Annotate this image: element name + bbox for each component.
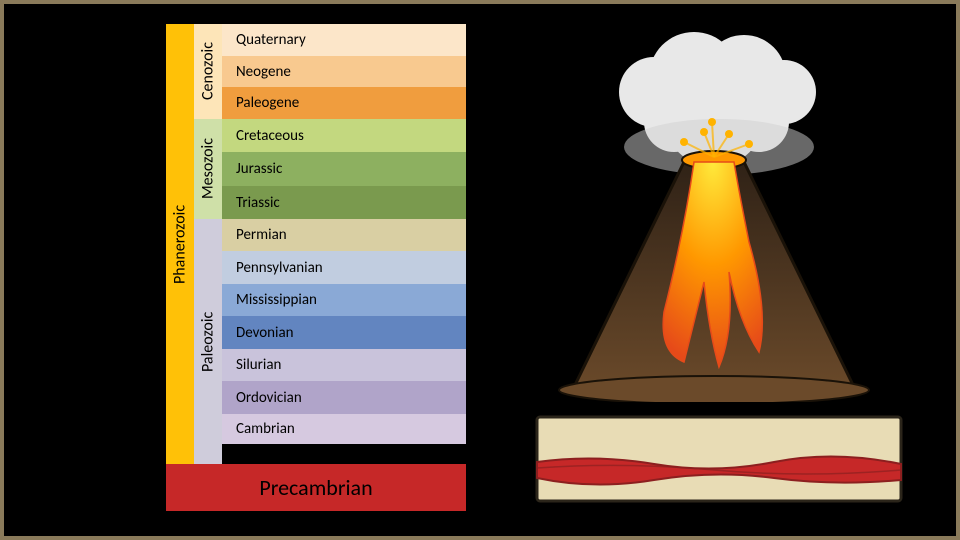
geological-timescale: Phanerozoic Cenozoic Mesozoic Paleozoic Qu…	[166, 24, 466, 511]
period-label: Cretaceous	[236, 127, 304, 145]
period-silurian: Silurian	[222, 349, 466, 381]
period-permian: Permian	[222, 219, 466, 251]
eon-phanerozoic: Phanerozoic	[166, 24, 194, 464]
period-column: Quaternary Neogene Paleogene Cretaceous Jura…	[222, 24, 466, 511]
period-paleogene: Paleogene	[222, 87, 466, 119]
volcano-illustration	[534, 22, 894, 402]
era-label: Cenozoic	[199, 43, 218, 101]
period-label: Ordovician	[236, 389, 302, 407]
period-label: Pennsylvanian	[236, 259, 323, 277]
period-label: Cambrian	[236, 420, 295, 438]
period-mississippian: Mississippian	[222, 284, 466, 316]
period-label: Permian	[236, 226, 287, 244]
eon-label: Phanerozoic	[171, 204, 190, 283]
precambrian-row: Precambrian	[166, 464, 466, 511]
era-label: Mesozoic	[199, 139, 218, 200]
strata-illustration	[534, 414, 904, 504]
period-label: Quaternary	[236, 31, 306, 49]
period-jurassic: Jurassic	[222, 152, 466, 186]
period-devonian: Devonian	[222, 316, 466, 349]
era-mesozoic: Mesozoic	[194, 119, 222, 219]
period-label: Jurassic	[236, 160, 282, 178]
era-label: Paleozoic	[199, 311, 218, 371]
period-label: Triassic	[236, 194, 280, 212]
period-label: Mississippian	[236, 291, 317, 309]
era-column: Cenozoic Mesozoic Paleozoic	[194, 24, 222, 511]
precambrian-label: Precambrian	[259, 474, 372, 501]
period-label: Devonian	[236, 324, 294, 342]
period-cambrian: Cambrian	[222, 414, 466, 444]
period-label: Silurian	[236, 356, 281, 374]
period-pennsylvanian: Pennsylvanian	[222, 251, 466, 284]
period-cretaceous: Cretaceous	[222, 119, 466, 152]
period-ordovician: Ordovician	[222, 381, 466, 414]
eon-column: Phanerozoic	[166, 24, 194, 511]
era-cenozoic: Cenozoic	[194, 24, 222, 119]
period-label: Paleogene	[236, 94, 299, 112]
period-label: Neogene	[236, 63, 291, 81]
period-triassic: Triassic	[222, 186, 466, 219]
era-paleozoic: Paleozoic	[194, 219, 222, 464]
period-neogene: Neogene	[222, 56, 466, 87]
period-quaternary: Quaternary	[222, 24, 466, 56]
